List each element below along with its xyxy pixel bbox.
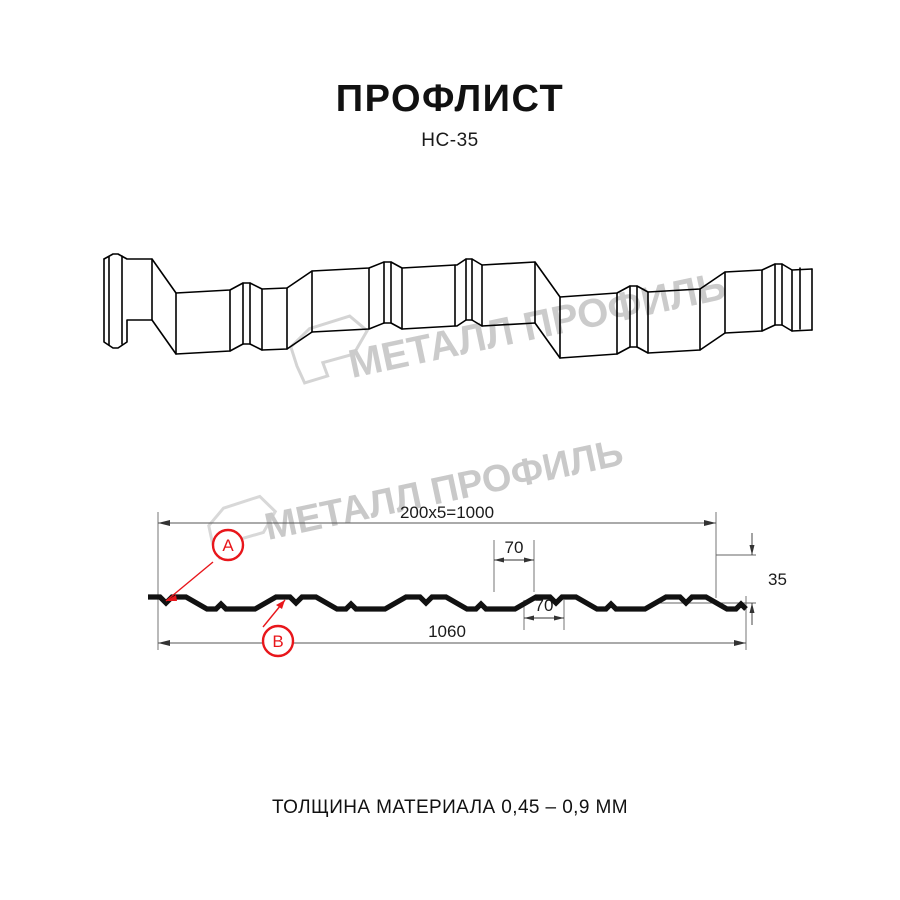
dimension-height: 35 bbox=[749, 533, 787, 625]
dimension-overall-width: 1060 bbox=[158, 622, 746, 646]
callout-b: B bbox=[261, 599, 295, 658]
profile-model-label: НС-35 bbox=[421, 130, 479, 151]
iso-front-edge bbox=[103, 258, 813, 359]
callout-a-label: A bbox=[222, 536, 234, 555]
dimension-pitch: 200x5=1000 bbox=[158, 503, 716, 526]
iso-top-edge bbox=[103, 253, 813, 298]
dimension-height-label: 35 bbox=[768, 570, 787, 589]
dimension-top-flange: 70 bbox=[494, 538, 534, 563]
watermark-text-2: МЕТАЛЛ ПРОФИЛЬ bbox=[261, 432, 627, 549]
watermark-isometric: МЕТАЛЛ ПРОФИЛЬ bbox=[289, 264, 730, 387]
dimension-overall-width-label: 1060 bbox=[428, 622, 466, 641]
cross-section-view: 200x5=1000 1060 70 70 bbox=[148, 503, 787, 658]
callout-b-label: B bbox=[272, 632, 283, 651]
dimension-bottom-flange: 70 bbox=[524, 596, 564, 621]
callout-b-arrow bbox=[276, 600, 285, 609]
isometric-sheet-view bbox=[103, 253, 813, 359]
callout-a-leader bbox=[165, 561, 214, 602]
page-title: ПРОФЛИСТ bbox=[335, 78, 565, 120]
callout-a: A bbox=[165, 528, 245, 602]
callout-b-circle bbox=[261, 624, 295, 658]
material-thickness-note: ТОЛЩИНА МАТЕРИАЛА 0,45 – 0,9 ММ bbox=[272, 797, 628, 818]
callout-a-arrow bbox=[166, 595, 177, 601]
dimension-bottom-flange-label: 70 bbox=[535, 596, 554, 615]
callout-a-circle bbox=[211, 528, 245, 562]
dimension-top-flange-label: 70 bbox=[505, 538, 524, 557]
profile-polyline bbox=[148, 594, 748, 612]
profile-outline bbox=[148, 594, 748, 612]
iso-fold-lines bbox=[151, 258, 793, 359]
watermark-logo-icon bbox=[289, 314, 370, 385]
dimension-pitch-label: 200x5=1000 bbox=[400, 503, 494, 522]
watermark-cross-section: МЕТАЛЛ ПРОФИЛЬ bbox=[207, 432, 627, 560]
